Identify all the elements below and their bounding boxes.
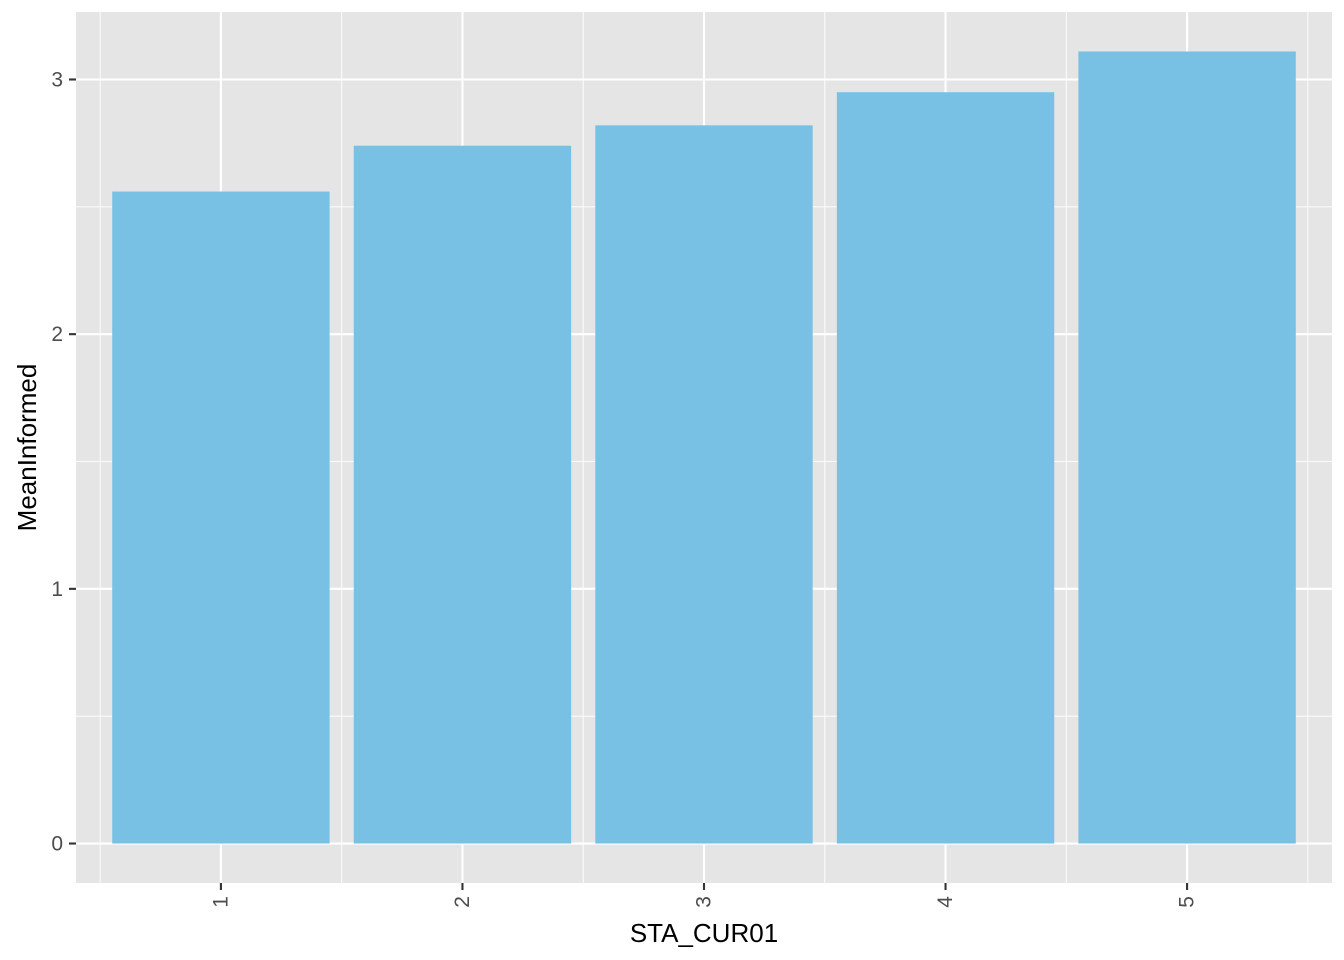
bar-3 [595,125,813,844]
x-axis-title: STA_CUR01 [630,918,778,948]
y-axis-title: MeanInformed [12,364,42,532]
x-tick-label: 5 [1176,896,1199,908]
bar-2 [353,145,572,844]
x-tick-label: 2 [451,896,474,908]
bar-5 [1078,51,1296,844]
y-tick-label: 3 [51,68,63,91]
x-tick-label: 3 [693,896,716,908]
y-tick-label: 0 [51,833,63,856]
bar-1 [112,191,330,844]
axes: 0 1 2 3 1 2 3 4 5 [51,68,1198,907]
x-tick-label: 4 [934,896,957,908]
x-tick-label: 1 [209,896,232,908]
bars [112,51,1296,844]
bar-4 [836,92,1055,844]
y-tick-label: 1 [51,578,63,601]
y-tick-label: 2 [51,323,63,346]
